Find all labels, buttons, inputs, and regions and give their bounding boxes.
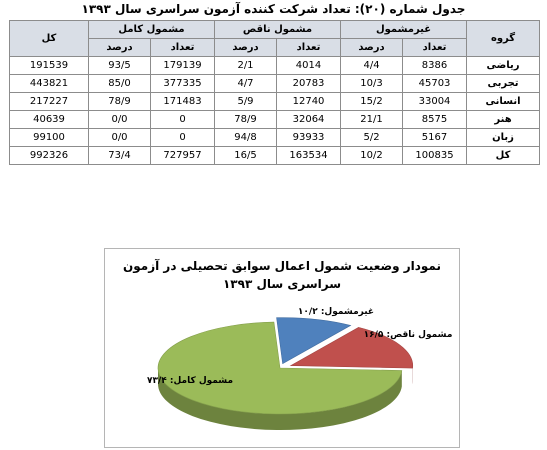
slice-label: غیرمشمول: ۱۰/۲ (298, 307, 374, 317)
not-included-percent: 10/3 (340, 74, 404, 93)
table-row: انسانی 33004 15/2 12740 5/9 171483 78/9 217227 (9, 92, 541, 111)
partial-count: 163534 (276, 146, 342, 165)
table-title: جدول شماره (۲۰): تعداد شرکت کننده آزمون … (81, 2, 466, 16)
full-count: 0 (150, 128, 215, 147)
partial-percent: 5/9 (213, 92, 278, 111)
subheader-percent: درصد (213, 38, 278, 57)
total-count: 443821 (9, 74, 89, 93)
full-percent: 73/4 (88, 146, 151, 165)
partial-count: 93933 (276, 128, 342, 147)
participants-table: گروه غیرمشمول مشمول ناقص مشمول کامل کل ت… (9, 20, 541, 165)
table-row: زبان 5167 5/2 93933 94/8 0 0/0 99100 (9, 128, 541, 147)
not-included-percent: 5/2 (340, 128, 404, 147)
full-count: 0 (150, 110, 215, 129)
full-count: 171483 (150, 92, 215, 111)
row-label: هنر (466, 110, 541, 129)
pie-chart: غیرمشمول: ۱۰/۲ مشمول ناقص: ۱۶/۵ مشمول کامل… (147, 307, 453, 431)
full-percent: 93/5 (88, 56, 151, 75)
row-label: زبان (466, 128, 541, 147)
group-header: گروه (466, 20, 541, 57)
not-included-count: 5167 (402, 128, 468, 147)
chart-title: نمودار وضعیت شمول اعمال سوابق تحصیلی در … (123, 259, 441, 291)
category-header-full: مشمول کامل (88, 20, 215, 39)
partial-count: 32064 (276, 110, 342, 129)
partial-percent: 78/9 (213, 110, 278, 129)
pie-slice-side (158, 368, 402, 431)
full-percent: 0/0 (88, 128, 151, 147)
table-row: کل 100835 10/2 163534 16/5 727957 73/4 992326 (9, 146, 541, 165)
full-percent: 78/9 (88, 92, 151, 111)
partial-count: 4014 (276, 56, 342, 75)
total-count: 992326 (9, 146, 89, 165)
total-header: کل (9, 20, 89, 57)
row-label: ریاضی (466, 56, 541, 75)
not-included-count: 8575 (402, 110, 468, 129)
subheader-count: تعداد (150, 38, 215, 57)
not-included-percent: 10/2 (340, 146, 404, 165)
not-included-percent: 21/1 (340, 110, 404, 129)
row-label: کل (466, 146, 541, 165)
row-label: انسانی (466, 92, 541, 111)
pie-slice (276, 317, 352, 365)
slice-label: مشمول ناقص: ۱۶/۵ (364, 330, 453, 340)
category-header-partial: مشمول ناقص (213, 20, 342, 39)
partial-count: 12740 (276, 92, 342, 111)
not-included-percent: 15/2 (340, 92, 404, 111)
total-count: 217227 (9, 92, 89, 111)
full-count: 179139 (150, 56, 215, 75)
pie-slice (289, 327, 414, 369)
table-body: ریاضی 8386 4/4 4014 2/1 179139 93/5 191539 تجربی… (9, 56, 541, 165)
subheader-percent: درصد (88, 38, 151, 57)
partial-percent: 2/1 (213, 56, 278, 75)
full-percent: 0/0 (88, 110, 151, 129)
subheader-count: تعداد (276, 38, 342, 57)
not-included-percent: 4/4 (340, 56, 404, 75)
subheader-count: تعداد (402, 38, 468, 57)
slice-label: مشمول کامل: ۷۳/۴ (147, 376, 233, 386)
full-count: 727957 (150, 146, 215, 165)
partial-percent: 4/7 (213, 74, 278, 93)
full-count: 377335 (150, 74, 215, 93)
partial-percent: 16/5 (213, 146, 278, 165)
not-included-count: 100835 (402, 146, 468, 165)
not-included-count: 8386 (402, 56, 468, 75)
partial-percent: 94/8 (213, 128, 278, 147)
table-row: هنر 8575 21/1 32064 78/9 0 0/0 40639 (9, 110, 541, 129)
row-label: تجربی (466, 74, 541, 93)
total-count: 191539 (9, 56, 89, 75)
total-count: 99100 (9, 128, 89, 147)
table-row: ریاضی 8386 4/4 4014 2/1 179139 93/5 191539 (9, 56, 541, 75)
table-row: تجربی 45703 10/3 20783 4/7 377335 85/0 443821 (9, 74, 541, 93)
total-count: 40639 (9, 110, 89, 129)
not-included-count: 33004 (402, 92, 468, 111)
partial-count: 20783 (276, 74, 342, 93)
not-included-count: 45703 (402, 74, 468, 93)
category-header-not-included: غیرمشمول (340, 20, 468, 39)
full-percent: 85/0 (88, 74, 151, 93)
subheader-percent: درصد (340, 38, 404, 57)
pie-slice (157, 321, 403, 415)
